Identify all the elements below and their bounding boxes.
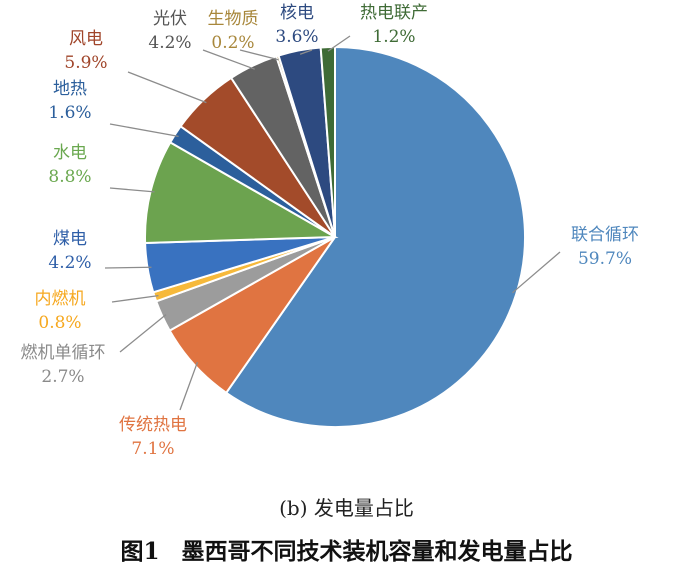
leader-line	[127, 71, 207, 104]
leader-line	[239, 49, 279, 61]
leader-line	[179, 361, 199, 411]
pie-chart: 联合循环 59.7% 传统热电 7.1% 燃机单循环 2.7% 内燃机 0.8% 煤电 4.2% 水…	[21, 3, 640, 459]
slice-label: 联合循环	[571, 225, 639, 245]
slice-value-label: 3.6%	[275, 27, 318, 47]
slice-value-label: 0.2%	[211, 33, 254, 53]
leader-line	[512, 251, 561, 294]
slice-value-label: 1.6%	[48, 103, 91, 123]
slice-value-label: 59.7%	[578, 249, 632, 269]
slice-value-label: 2.7%	[41, 367, 84, 387]
slice-label: 水电	[53, 143, 87, 163]
leader-line	[202, 49, 255, 70]
figure-title: 墨西哥不同技术装机容量和发电量占比	[181, 538, 573, 565]
slice-label: 传统热电	[119, 415, 187, 435]
leader-line	[109, 123, 179, 137]
slice-value-label: 7.1%	[131, 439, 174, 459]
slice-label: 燃机单循环	[21, 343, 106, 363]
leader-line	[299, 49, 313, 55]
slice-value-label: 5.9%	[64, 53, 107, 73]
pie-slice	[224, 45, 526, 428]
leader-line	[327, 35, 351, 52]
figure-caption: 图1 墨西哥不同技术装机容量和发电量占比	[0, 532, 693, 566]
leader-line	[111, 294, 159, 303]
slice-value-label: 4.2%	[148, 33, 191, 53]
slice-value-label: 1.2%	[372, 27, 415, 47]
slice-label: 生物质	[208, 9, 259, 29]
slice-label: 风电	[69, 29, 103, 49]
leader-line	[119, 314, 167, 353]
slice-value-label: 0.8%	[38, 313, 81, 333]
leader-line	[104, 266, 152, 269]
slice-label: 核电	[280, 3, 314, 23]
slice-label: 地热	[53, 79, 87, 99]
leader-line	[109, 187, 155, 193]
slice-value-label: 8.8%	[48, 167, 91, 187]
slice-label: 光伏	[153, 9, 187, 29]
slice-label: 煤电	[53, 229, 87, 249]
chart-subtitle: (b) 发电量占比	[279, 496, 414, 520]
figure-label: 图1	[120, 538, 160, 565]
slice-label: 热电联产	[360, 3, 428, 23]
slice-label: 内燃机	[35, 289, 86, 309]
slice-value-label: 4.2%	[48, 253, 91, 273]
